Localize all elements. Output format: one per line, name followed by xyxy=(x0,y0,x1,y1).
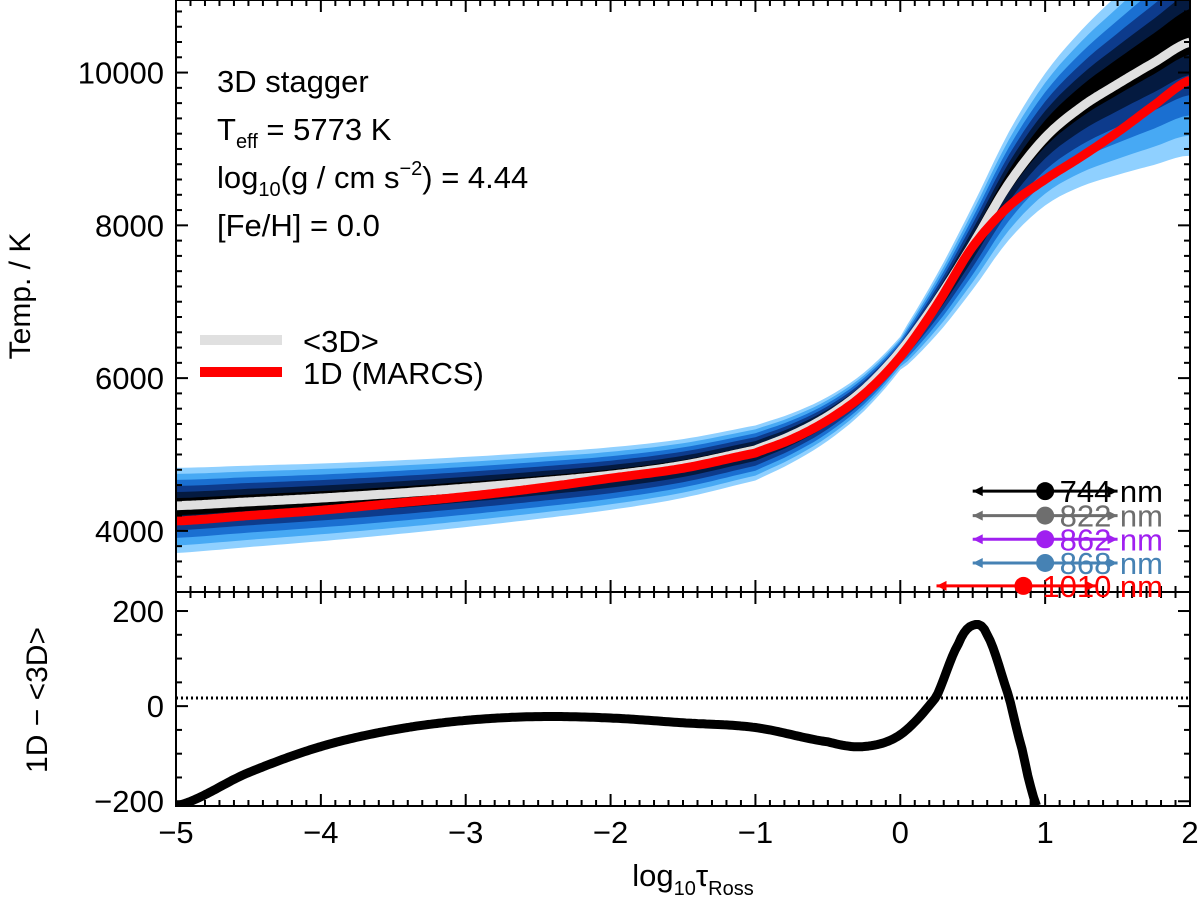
bottom-series-lines xyxy=(176,620,1041,806)
annotation-teff: Teff = 5773 K xyxy=(217,112,392,153)
model-annotation: 3D stagger Teff = 5773 K log10(g / cm s−… xyxy=(217,64,528,243)
bottom-y-tick-label: 200 xyxy=(112,594,164,629)
x-tick-label: −1 xyxy=(738,815,773,850)
x-tick-label: −4 xyxy=(303,815,338,850)
marker-label: 862 nm xyxy=(1060,522,1163,557)
x-tick-label: −5 xyxy=(158,815,193,850)
marker-arrow-left xyxy=(972,510,983,521)
x-tick-label: 1 xyxy=(1037,815,1054,850)
line-legend: <3D> 1D (MARCS) xyxy=(200,324,484,391)
marker-arrow-right xyxy=(1107,557,1118,568)
annotation-model: 3D stagger xyxy=(217,64,369,99)
top-y-tick-label: 6000 xyxy=(95,361,164,396)
x-tick-label: 0 xyxy=(892,815,909,850)
marker-arrow-right xyxy=(1107,534,1118,545)
axis-tick-labels: −5 −4 −3 −2 −1 0 1 2 4000 6000 8000 10000 −200 0 200 xyxy=(78,56,1199,850)
marker-label: 822 nm xyxy=(1060,499,1163,534)
marker-arrow-right xyxy=(1107,486,1118,497)
marker-arrow-left xyxy=(972,557,983,568)
legend-1d-label: 1D (MARCS) xyxy=(303,356,484,391)
marker-1010-nm: 1010 nm xyxy=(936,569,1163,604)
series-line-difference xyxy=(176,620,1041,806)
top-y-tick-label: 8000 xyxy=(95,208,164,243)
marker-label: 1010 nm xyxy=(1042,569,1163,604)
annotation-logg: log10(g / cm s−2) = 4.44 xyxy=(217,158,528,201)
marker-arrow-left xyxy=(972,486,983,497)
series-line-1d-marcs xyxy=(176,76,1190,526)
x-tick-label: −2 xyxy=(593,815,628,850)
marker-dot xyxy=(1036,530,1055,549)
marker-label: 868 nm xyxy=(1060,546,1163,581)
marker-arrow-right xyxy=(1107,510,1118,521)
marker-arrow-right xyxy=(1085,580,1096,591)
bottom-y-axis-label: 1D − <3D> xyxy=(21,627,54,773)
bottom-y-tick-label: 0 xyxy=(147,689,164,724)
top-y-axis-label: Temp. / K xyxy=(4,233,37,360)
x-tick-label: 2 xyxy=(1181,815,1198,850)
top-series-lines xyxy=(176,37,1190,526)
marker-868-nm: 868 nm xyxy=(972,546,1163,581)
marker-dot xyxy=(1014,576,1033,595)
bottom-y-tick-label: −200 xyxy=(94,784,164,819)
top-y-tick-label: 4000 xyxy=(95,514,164,549)
x-tick-label: −3 xyxy=(448,815,483,850)
x-axis-label: log10τRoss xyxy=(632,858,753,900)
marker-label: 744 nm xyxy=(1060,474,1163,509)
axis-ticks xyxy=(175,0,1191,806)
marker-arrow-left xyxy=(936,580,947,591)
marker-dot xyxy=(1036,553,1055,572)
marker-dot xyxy=(1036,482,1055,501)
marker-dot xyxy=(1036,506,1055,525)
marker-822-nm: 822 nm xyxy=(972,499,1163,534)
marker-862-nm: 862 nm xyxy=(972,522,1163,557)
annotation-feh: [Fe/H] = 0.0 xyxy=(217,208,380,243)
marker-arrow-left xyxy=(972,534,983,545)
top-y-tick-label: 10000 xyxy=(78,56,164,91)
marker-744-nm: 744 nm xyxy=(972,474,1163,509)
legend-3d-label: <3D> xyxy=(303,324,379,359)
